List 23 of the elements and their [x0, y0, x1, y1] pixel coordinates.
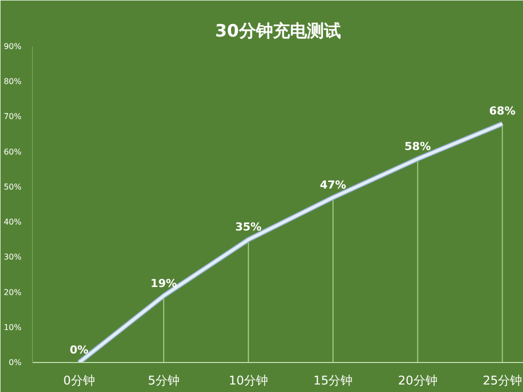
text: 35%	[235, 220, 262, 234]
y-tick-label: 60%	[4, 147, 22, 156]
text: 47%	[320, 178, 346, 192]
x-tick-label: 5分钟	[148, 374, 180, 388]
y-tick-label: 0%	[8, 358, 22, 367]
text: 0%	[70, 344, 88, 356]
y-tick-label: 20%	[4, 288, 22, 297]
y-tick-label: 50%	[4, 182, 22, 192]
y-tick-label: 80%	[4, 77, 22, 86]
x-tick-label: 25分钟	[482, 374, 522, 388]
x-tick-label: 10分钟	[228, 374, 268, 388]
x-tick-label: 15分钟	[313, 374, 353, 388]
x-tick-label: 20分钟	[398, 374, 438, 388]
text: 68%	[489, 104, 516, 118]
y-tick-label: 40%	[4, 218, 22, 227]
x-tick-label: 0分钟	[63, 374, 95, 388]
chart-title: 30分钟充电测试	[215, 22, 341, 42]
y-tick-label: 90%	[4, 42, 22, 51]
text: 19%	[150, 276, 177, 290]
text: 58%	[404, 140, 431, 153]
y-tick-label: 30%	[4, 252, 22, 262]
y-tick-label: 70%	[4, 112, 22, 122]
y-tick-label: 10%	[4, 322, 22, 332]
